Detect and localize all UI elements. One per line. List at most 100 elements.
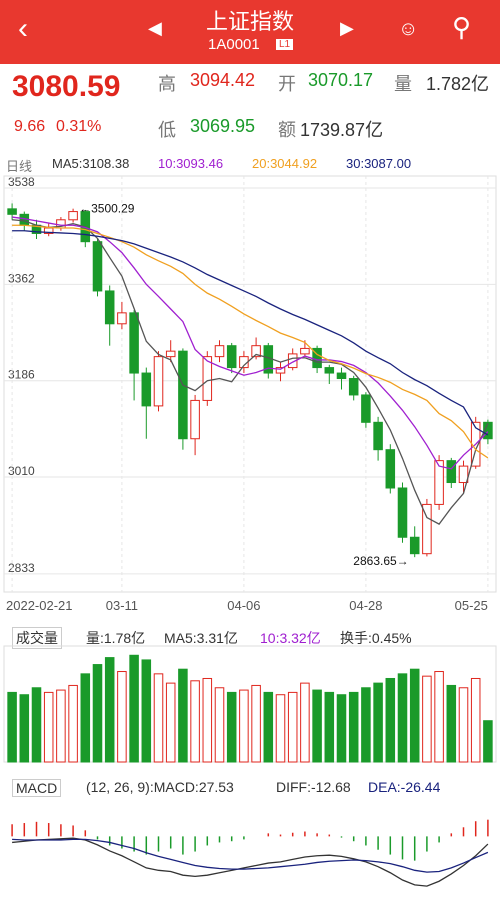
volume-bar — [446, 684, 457, 763]
volume-bar — [287, 691, 298, 763]
volume-bar — [385, 677, 396, 763]
volume-bar — [92, 664, 103, 763]
volume-bar — [263, 691, 274, 763]
volume-bar — [141, 659, 152, 763]
macd-params: (12, 26, 9):MACD:27.53 — [86, 779, 234, 795]
volume-bar — [348, 691, 359, 763]
volume-bar — [275, 694, 286, 763]
volume-bar — [56, 689, 66, 763]
period[interactable]: 日线 — [6, 159, 33, 174]
volume-bar — [361, 687, 371, 763]
candle-body — [483, 421, 493, 440]
volume-bar — [178, 668, 188, 763]
change: 9.66 — [14, 118, 46, 135]
volume-bar — [458, 687, 469, 763]
x-tick-label: 04-06 — [227, 598, 260, 613]
candle-body — [251, 345, 261, 358]
volume-bar — [117, 671, 127, 763]
macd-title[interactable]: MACD — [12, 779, 62, 797]
next-button[interactable]: ▶ — [340, 18, 354, 38]
ma20: 20:3044.92 — [252, 156, 318, 171]
y-tick-label: 3010 — [8, 464, 35, 478]
prev-button[interactable]: ◀ — [148, 18, 162, 38]
ma-line — [12, 216, 489, 470]
vol-ma5: MA5:3.31亿 — [164, 630, 238, 646]
volume-bar — [104, 657, 115, 763]
panel-border — [3, 645, 497, 763]
ma-line — [12, 219, 489, 525]
volume-bar — [312, 689, 322, 763]
volume-bar — [422, 675, 432, 763]
volume: 1.782亿 — [426, 74, 490, 94]
candle-body — [409, 536, 420, 555]
ma30: 30:3087.00 — [346, 156, 412, 171]
volume-bar — [226, 691, 237, 763]
label: 高 — [158, 74, 176, 94]
high: 3094.42 — [190, 70, 256, 90]
x-tick-label: 03-11 — [106, 598, 138, 613]
back-button[interactable]: ‹ — [18, 12, 28, 45]
candle-body — [458, 465, 469, 484]
label: 量 — [394, 74, 412, 94]
price: 3080.59 — [12, 70, 121, 103]
candle-body — [7, 208, 17, 215]
candle-body — [141, 372, 152, 407]
candle-body — [165, 350, 176, 358]
robot-icon[interactable]: ☺ — [398, 18, 419, 40]
volume-bar — [409, 668, 420, 763]
ma-line — [12, 230, 489, 436]
title: 上证指数 — [205, 9, 294, 34]
volume-bar — [336, 694, 347, 763]
top-bar: ‹ ◀ 上证指数 1A0001 L1 ▶ ☺ ⚲ — [0, 0, 500, 64]
candle-body — [92, 241, 103, 292]
x-tick-label: 2022-02-21 — [6, 598, 73, 613]
candle-body — [104, 290, 115, 325]
pct: 0.31% — [56, 118, 102, 135]
volume-bar — [202, 677, 213, 763]
candle-body — [153, 356, 164, 407]
annotation: 2863.65→ — [353, 554, 408, 568]
volume-bar — [190, 680, 200, 763]
candle-body — [422, 503, 432, 555]
amount: 1739.87亿 — [300, 120, 384, 140]
volume-bar — [239, 689, 249, 763]
macd-line — [12, 838, 489, 873]
candle-body — [385, 449, 396, 489]
volume-bar — [373, 682, 383, 763]
candle-body — [434, 460, 444, 505]
volume-bar — [483, 720, 493, 763]
candle-body — [287, 353, 298, 369]
volume-bar — [397, 673, 408, 763]
macd-diff: DIFF:-12.68 — [276, 779, 351, 795]
volume-bar — [7, 691, 17, 763]
candle-body — [348, 378, 359, 396]
candle-body — [202, 356, 213, 401]
candle-body — [373, 421, 383, 451]
volume-bar — [324, 691, 335, 763]
search-icon[interactable]: ⚲ — [452, 12, 472, 42]
volume-bar — [43, 691, 54, 763]
candle-body — [397, 487, 408, 538]
candle-body — [446, 460, 457, 484]
vol: 量:1.78亿 — [86, 630, 146, 646]
candle-body — [178, 350, 188, 440]
macd-line — [12, 837, 489, 887]
volume-bar — [214, 687, 225, 763]
volume-bar — [31, 687, 42, 763]
y-tick-label: 2833 — [8, 561, 35, 575]
candle-body — [117, 312, 127, 325]
volume-bar — [434, 671, 444, 763]
low: 3069.95 — [190, 116, 256, 136]
candle-body — [190, 399, 200, 440]
volume-title[interactable]: 成交量 — [12, 627, 62, 649]
candle-body — [324, 367, 335, 374]
y-tick-label: 3538 — [8, 175, 35, 189]
label: 额 — [278, 120, 296, 140]
x-tick-label: 05-25 — [455, 598, 488, 613]
ma10: 10:3093.46 — [158, 156, 224, 171]
vol-ma10: 10:3.32亿 — [260, 630, 321, 646]
open: 3070.17 — [308, 70, 374, 90]
annotation: ←3500.29 — [79, 202, 135, 216]
